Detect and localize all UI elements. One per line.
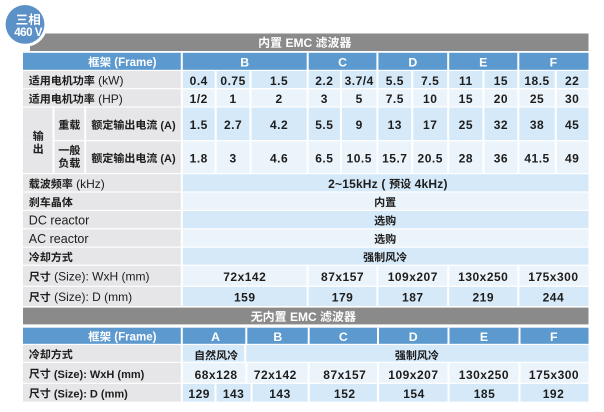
svg-text:EMC: EMC <box>287 310 320 324</box>
svg-text:36: 36 <box>494 152 508 166</box>
svg-text:41.5: 41.5 <box>524 152 549 166</box>
svg-text:460 V: 460 V <box>14 26 43 39</box>
svg-text:1.5: 1.5 <box>270 74 288 88</box>
svg-text:B: B <box>240 56 249 70</box>
svg-text:DC reactor: DC reactor <box>29 214 89 228</box>
svg-text:5.5: 5.5 <box>386 74 404 88</box>
svg-text:4.2: 4.2 <box>270 118 288 132</box>
svg-text:E: E <box>480 330 488 344</box>
svg-text:1.5: 1.5 <box>190 118 208 132</box>
svg-text:(Size): WxH (mm): (Size): WxH (mm) <box>51 270 150 284</box>
svg-text:17: 17 <box>423 118 437 132</box>
svg-text:13: 13 <box>388 118 402 132</box>
svg-text:1: 1 <box>230 92 237 106</box>
svg-text:130x250: 130x250 <box>458 270 508 284</box>
svg-text:179: 179 <box>332 291 354 305</box>
svg-text:6.5: 6.5 <box>315 152 333 166</box>
svg-text:3: 3 <box>230 152 237 166</box>
svg-text:5: 5 <box>356 92 363 106</box>
svg-text:2.7: 2.7 <box>224 118 242 132</box>
svg-text:20: 20 <box>494 92 508 106</box>
svg-text:152: 152 <box>334 387 356 401</box>
svg-text:129: 129 <box>188 387 210 401</box>
svg-text:(kHz): (kHz) <box>73 177 105 191</box>
svg-text:5.5: 5.5 <box>315 118 333 132</box>
svg-text:10.5: 10.5 <box>347 152 372 166</box>
svg-text:1/2: 1/2 <box>190 92 208 106</box>
svg-text:143: 143 <box>223 387 245 401</box>
svg-text:D: D <box>408 56 417 70</box>
svg-text:32: 32 <box>494 118 508 132</box>
svg-text:7.5: 7.5 <box>386 92 404 106</box>
svg-text:A: A <box>211 330 220 344</box>
svg-text:0.4: 0.4 <box>190 74 208 88</box>
svg-text:3: 3 <box>321 92 328 106</box>
svg-text:(Frame): (Frame) <box>111 57 157 69</box>
svg-text:192: 192 <box>543 387 565 401</box>
svg-text:10: 10 <box>423 92 437 106</box>
svg-text:109x207: 109x207 <box>388 368 438 382</box>
svg-text:22: 22 <box>565 74 579 88</box>
svg-text:2: 2 <box>276 92 283 106</box>
svg-text:(Frame): (Frame) <box>111 332 157 344</box>
svg-text:45: 45 <box>565 118 579 132</box>
svg-text:EMC: EMC <box>282 36 315 50</box>
svg-text:2~15kHz (: 2~15kHz ( <box>328 177 389 191</box>
svg-text:25: 25 <box>530 92 544 106</box>
svg-text:175x300: 175x300 <box>528 270 578 284</box>
svg-text:25: 25 <box>459 118 473 132</box>
svg-text:38: 38 <box>530 118 544 132</box>
svg-text:30: 30 <box>565 92 579 106</box>
svg-text:(A): (A) <box>157 120 176 132</box>
svg-text:(A): (A) <box>157 153 176 165</box>
svg-text:0.75: 0.75 <box>220 74 245 88</box>
svg-text:219: 219 <box>472 291 494 305</box>
svg-text:15: 15 <box>459 92 473 106</box>
svg-text:72x142: 72x142 <box>223 270 266 284</box>
svg-text:C: C <box>338 56 347 70</box>
svg-text:(Size): D (mm): (Size): D (mm) <box>51 388 128 400</box>
svg-text:B: B <box>273 330 282 344</box>
svg-text:3.7/4: 3.7/4 <box>345 74 374 88</box>
svg-text:F: F <box>550 56 558 70</box>
svg-text:87x157: 87x157 <box>323 368 366 382</box>
svg-text:7.5: 7.5 <box>421 74 439 88</box>
svg-text:AC reactor: AC reactor <box>29 232 89 246</box>
svg-text:C: C <box>339 330 348 344</box>
svg-text:F: F <box>550 330 558 344</box>
svg-text:(Size): WxH (mm): (Size): WxH (mm) <box>51 369 145 381</box>
svg-text:187: 187 <box>402 291 424 305</box>
svg-text:15: 15 <box>494 74 508 88</box>
svg-text:2.2: 2.2 <box>315 74 333 88</box>
svg-text:143: 143 <box>269 387 291 401</box>
svg-text:15.7: 15.7 <box>382 152 407 166</box>
svg-text:11: 11 <box>459 74 473 88</box>
svg-text:130x250: 130x250 <box>459 368 509 382</box>
svg-text:49: 49 <box>565 152 579 166</box>
svg-text:109x207: 109x207 <box>388 270 438 284</box>
svg-text:(HP): (HP) <box>95 92 123 106</box>
svg-text:175x300: 175x300 <box>529 368 579 382</box>
svg-text:(Size): D (mm): (Size): D (mm) <box>51 290 132 304</box>
svg-text:9: 9 <box>356 118 363 132</box>
svg-text:68x128: 68x128 <box>195 368 238 382</box>
svg-text:28: 28 <box>459 152 473 166</box>
svg-text:18.5: 18.5 <box>524 74 549 88</box>
svg-text:(kW): (kW) <box>95 74 124 88</box>
svg-text:159: 159 <box>234 291 256 305</box>
svg-text:87x157: 87x157 <box>321 270 364 284</box>
svg-text:20.5: 20.5 <box>418 152 443 166</box>
svg-text:1.8: 1.8 <box>190 152 208 166</box>
svg-text:72x142: 72x142 <box>254 368 297 382</box>
svg-text:E: E <box>479 56 487 70</box>
svg-text:244: 244 <box>543 291 565 305</box>
svg-text:D: D <box>409 330 418 344</box>
svg-text:185: 185 <box>474 387 496 401</box>
svg-text:4kHz): 4kHz) <box>411 177 448 191</box>
svg-text:154: 154 <box>403 387 425 401</box>
svg-text:4.6: 4.6 <box>270 152 288 166</box>
